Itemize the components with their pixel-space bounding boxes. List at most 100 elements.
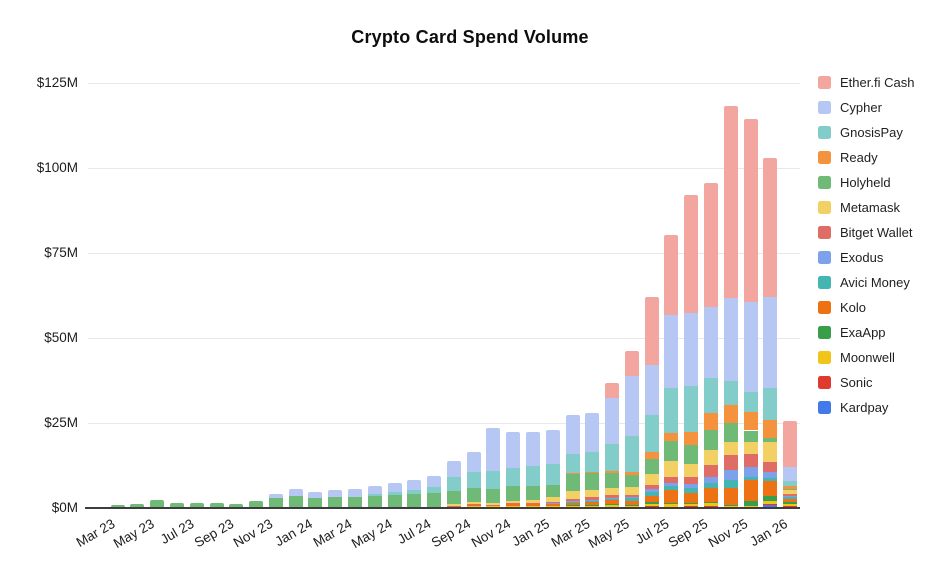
- segment-kolo[interactable]: [624, 501, 639, 505]
- segment-holyheld[interactable]: [526, 485, 540, 500]
- segment-bitget-wallet[interactable]: [585, 497, 600, 500]
- segment-gnosispay[interactable]: [743, 392, 758, 413]
- segment-holyheld[interactable]: [249, 501, 264, 508]
- segment-metamask[interactable]: [664, 460, 679, 478]
- segment-ready[interactable]: [704, 413, 718, 431]
- segment-holyheld[interactable]: [387, 495, 402, 508]
- segment-kolo[interactable]: [783, 499, 798, 503]
- segment-moonwell[interactable]: [684, 503, 699, 507]
- segment-kolo[interactable]: [585, 501, 600, 505]
- segment-metamask[interactable]: [783, 490, 798, 495]
- segment-exodus[interactable]: [704, 476, 718, 484]
- segment-sonic[interactable]: [783, 505, 798, 507]
- legend-item-bitget-wallet[interactable]: Bitget Wallet: [818, 220, 914, 245]
- segment-holyheld[interactable]: [328, 497, 343, 508]
- segment-kolo[interactable]: [565, 502, 580, 506]
- segment-avici-money[interactable]: [644, 491, 659, 496]
- segment-bitget-wallet[interactable]: [684, 476, 699, 484]
- segment-metamask[interactable]: [605, 488, 620, 495]
- segment-holyheld[interactable]: [585, 473, 600, 490]
- segment-metamask[interactable]: [585, 489, 600, 498]
- segment-avici-money[interactable]: [624, 498, 639, 502]
- segment-ether-fi-cash[interactable]: [743, 118, 758, 303]
- segment-gnosispay[interactable]: [605, 443, 620, 472]
- segment-exodus[interactable]: [585, 499, 600, 501]
- segment-moonwell[interactable]: [545, 505, 560, 507]
- segment-cypher[interactable]: [723, 298, 738, 382]
- segment-kolo[interactable]: [664, 490, 679, 504]
- segment-kolo[interactable]: [644, 495, 659, 503]
- segment-holyheld[interactable]: [466, 488, 481, 502]
- segment-gnosispay[interactable]: [466, 472, 481, 489]
- segment-gnosispay[interactable]: [585, 451, 600, 472]
- segment-holyheld[interactable]: [150, 500, 165, 508]
- segment-holyheld[interactable]: [170, 503, 184, 508]
- segment-bitget-wallet[interactable]: [644, 484, 659, 489]
- segment-bitget-wallet[interactable]: [723, 454, 738, 470]
- segment-avici-money[interactable]: [664, 485, 679, 490]
- segment-exodus[interactable]: [565, 500, 580, 502]
- segment-exaapp[interactable]: [605, 504, 620, 506]
- segment-exodus[interactable]: [684, 483, 699, 488]
- segment-exodus[interactable]: [783, 495, 798, 498]
- segment-ready[interactable]: [565, 472, 580, 474]
- segment-exaapp[interactable]: [723, 504, 738, 506]
- segment-ether-fi-cash[interactable]: [704, 182, 718, 308]
- segment-ready[interactable]: [743, 412, 758, 431]
- segment-holyheld[interactable]: [446, 490, 461, 504]
- segment-holyheld[interactable]: [704, 430, 718, 451]
- segment-kolo[interactable]: [486, 505, 501, 507]
- segment-kolo[interactable]: [763, 481, 778, 497]
- segment-exaapp[interactable]: [783, 502, 798, 504]
- segment-gnosispay[interactable]: [526, 466, 540, 486]
- segment-gnosispay[interactable]: [387, 492, 402, 496]
- segment-exaapp[interactable]: [704, 501, 718, 504]
- segment-holyheld[interactable]: [189, 503, 204, 508]
- segment-holyheld[interactable]: [308, 497, 323, 508]
- segment-sonic[interactable]: [763, 503, 778, 505]
- segment-holyheld[interactable]: [664, 440, 679, 461]
- segment-cypher[interactable]: [684, 312, 699, 386]
- segment-metamask[interactable]: [743, 442, 758, 455]
- segment-metamask[interactable]: [684, 463, 699, 477]
- segment-exodus[interactable]: [644, 488, 659, 492]
- segment-bitget-wallet[interactable]: [743, 454, 758, 468]
- segment-holyheld[interactable]: [110, 505, 125, 508]
- segment-cypher[interactable]: [288, 489, 303, 497]
- segment-kolo[interactable]: [605, 500, 620, 505]
- segment-gnosispay[interactable]: [446, 476, 461, 491]
- segment-bitget-wallet[interactable]: [624, 495, 639, 498]
- segment-moonwell[interactable]: [605, 505, 620, 508]
- segment-holyheld[interactable]: [367, 495, 382, 508]
- segment-sonic[interactable]: [644, 506, 659, 508]
- segment-kolo[interactable]: [466, 504, 481, 506]
- segment-exodus[interactable]: [664, 482, 679, 486]
- segment-gnosispay[interactable]: [407, 490, 422, 495]
- segment-ether-fi-cash[interactable]: [624, 350, 639, 377]
- segment-avici-money[interactable]: [565, 501, 580, 503]
- segment-kolo[interactable]: [704, 488, 718, 502]
- segment-moonwell[interactable]: [565, 505, 580, 507]
- segment-ready[interactable]: [605, 471, 620, 473]
- segment-gnosispay[interactable]: [644, 414, 659, 452]
- segment-moonwell[interactable]: [664, 504, 679, 507]
- legend-item-moonwell[interactable]: Moonwell: [818, 345, 914, 370]
- segment-holyheld[interactable]: [288, 496, 303, 508]
- legend-item-ready[interactable]: Ready: [818, 145, 914, 170]
- segment-gnosispay[interactable]: [486, 470, 501, 490]
- segment-avici-money[interactable]: [605, 498, 620, 501]
- segment-cypher[interactable]: [664, 314, 679, 388]
- segment-moonwell[interactable]: [704, 503, 718, 507]
- segment-cypher[interactable]: [387, 482, 402, 493]
- segment-cypher[interactable]: [565, 415, 580, 455]
- segment-metamask[interactable]: [526, 499, 540, 503]
- segment-avici-money[interactable]: [684, 487, 699, 493]
- segment-metamask[interactable]: [545, 497, 560, 502]
- segment-holyheld[interactable]: [783, 489, 798, 491]
- segment-gnosispay[interactable]: [565, 454, 580, 473]
- segment-metamask[interactable]: [565, 491, 580, 500]
- segment-moonwell[interactable]: [506, 505, 521, 507]
- segment-metamask[interactable]: [763, 441, 778, 462]
- legend-item-avici-money[interactable]: Avici Money: [818, 270, 914, 295]
- segment-ether-fi-cash[interactable]: [783, 421, 798, 468]
